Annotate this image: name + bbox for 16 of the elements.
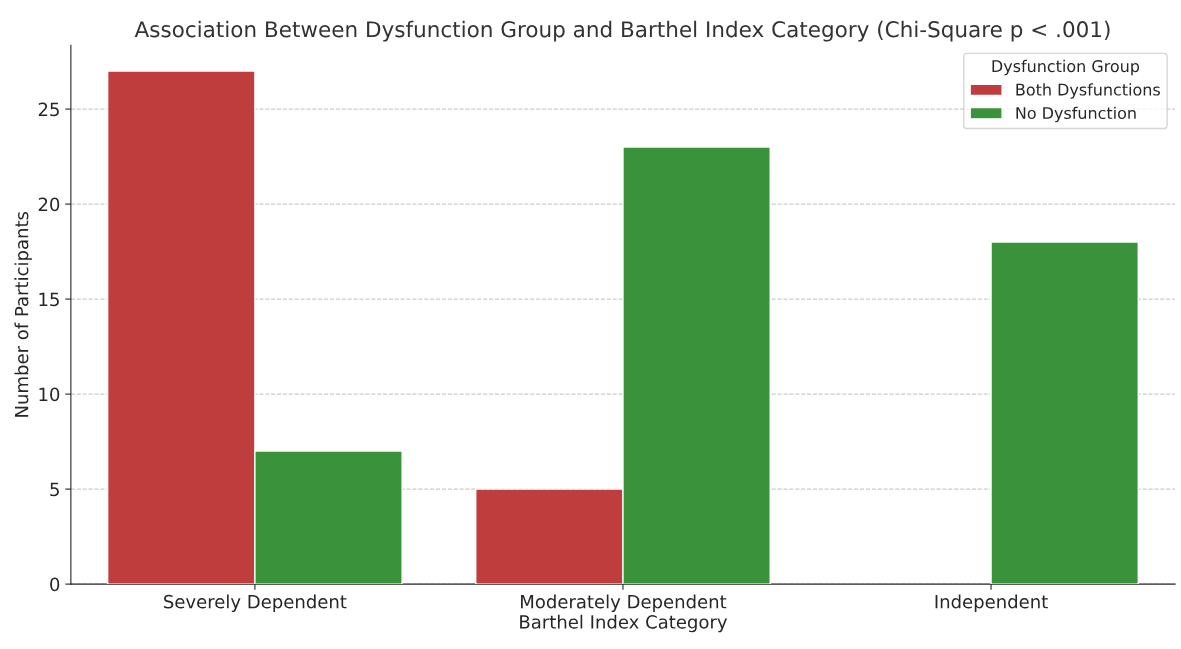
- x-axis-title: Barthel Index Category: [520, 614, 728, 633]
- x-tick-label: Severely Dependent: [164, 594, 347, 612]
- x-tick-label: Independent: [935, 594, 1048, 612]
- bar: [990, 241, 1139, 585]
- y-tick-label: 0: [50, 577, 60, 592]
- y-tick-label: 25: [38, 102, 59, 117]
- y-tick-label: 10: [39, 387, 60, 402]
- chart-title: Association Between Dysfunction Group and Barthel Index Category (Chi-Square p < .001): [134, 20, 1110, 42]
- legend-title: Dysfunction Group: [992, 59, 1140, 76]
- y-axis-title: Number of Participants: [14, 211, 32, 417]
- y-tick-label: 5: [50, 482, 59, 497]
- legend-label: No Dysfunction: [1016, 106, 1136, 123]
- x-tick-label: Moderately Dependent: [521, 594, 727, 612]
- legend-label: Both Dysfunctions: [1016, 83, 1160, 99]
- y-tick-label: 15: [39, 292, 59, 307]
- y-tick-label: 20: [38, 197, 60, 212]
